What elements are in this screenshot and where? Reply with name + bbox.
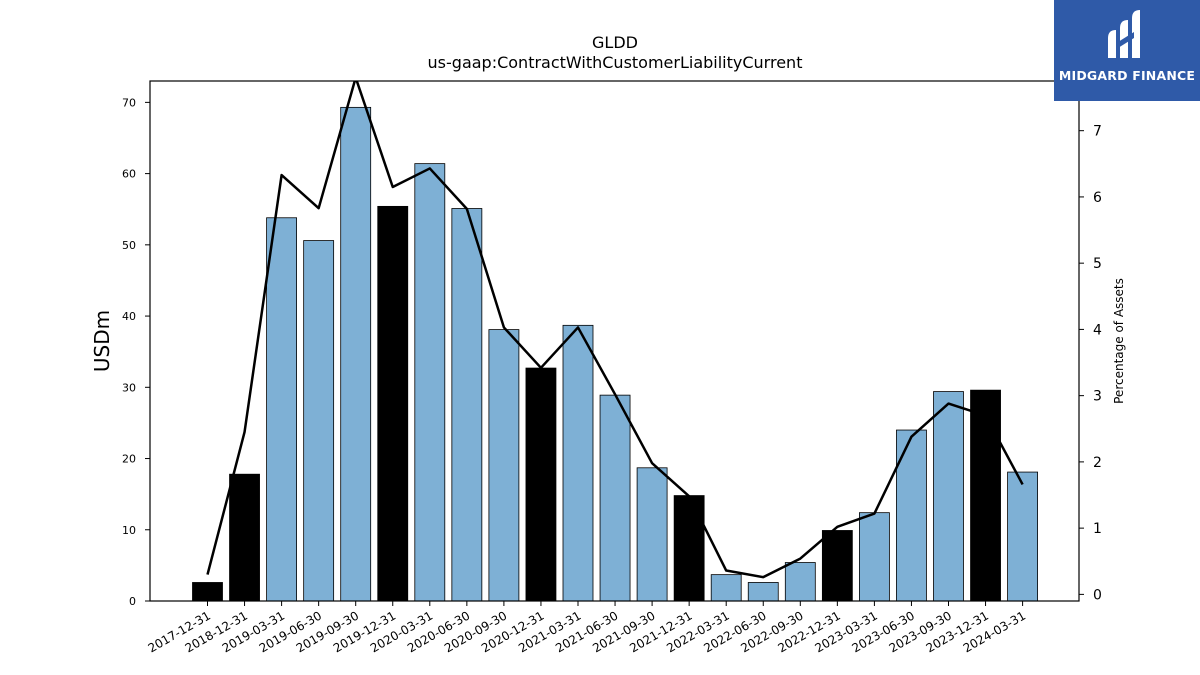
y2-tick-label: 2 [1093,455,1102,471]
bar [970,389,1001,602]
y-tick-label: 20 [122,453,136,466]
bar [821,530,853,602]
bar [340,106,372,602]
bar [525,367,557,602]
bar [747,582,779,602]
plot-frame [149,80,1080,602]
bar [303,240,335,602]
series-line [206,81,1024,579]
bar [451,208,483,602]
bar [562,324,594,602]
y-tick-label: 30 [122,381,136,394]
chart-title: GLDD [592,33,638,52]
bar [192,582,223,602]
bar-group [192,106,1038,602]
y2-tick-label: 7 [1093,124,1102,140]
y2-tick-label: 6 [1093,190,1102,206]
y-axis-label: USDm [90,310,114,372]
bar [636,467,668,602]
bar [1007,471,1038,602]
bar [710,574,742,602]
midgard-finance-logo: MIDGARD FINANCE [1054,0,1200,101]
bar [377,205,409,602]
y2-axis-label: Percentage of Assets [1112,278,1126,404]
line-group [206,81,1024,579]
bar [229,473,260,602]
y-tick-label: 70 [122,96,136,109]
y2-tick-label: 5 [1093,256,1102,272]
logo-text: MIDGARD FINANCE [1058,68,1196,83]
bar [414,163,446,602]
y-tick-label: 10 [122,524,136,537]
bar [933,391,964,602]
bar [488,329,520,602]
y2-tick-label: 0 [1093,587,1102,603]
y2-tick-label: 4 [1093,322,1102,338]
y-tick-label: 60 [122,168,136,181]
y-tick-label: 0 [129,595,136,608]
bar [673,495,705,602]
y-tick-label: 50 [122,239,136,252]
y-tick-label: 40 [122,310,136,323]
bar [859,512,890,602]
bar [784,562,816,602]
bar [266,217,298,602]
y2-tick-label: 1 [1093,521,1102,537]
y2-tick-label: 3 [1093,389,1102,405]
logo-mark-icon [1108,10,1140,58]
chart-subtitle: us-gaap:ContractWithCustomerLiabilityCur… [428,53,803,72]
bar [599,394,631,602]
